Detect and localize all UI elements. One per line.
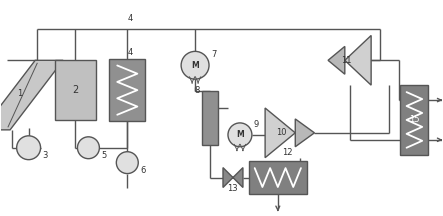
Bar: [54, 60, 97, 120]
Circle shape: [78, 137, 99, 159]
Text: 7: 7: [211, 50, 217, 59]
Bar: [202, 91, 218, 145]
Text: 11: 11: [342, 56, 352, 65]
Circle shape: [181, 51, 209, 79]
Text: 1: 1: [17, 89, 22, 98]
Polygon shape: [328, 46, 345, 74]
Bar: [400, 85, 428, 155]
Polygon shape: [345, 35, 371, 85]
Text: 3: 3: [43, 151, 48, 160]
Text: M: M: [236, 130, 244, 139]
Bar: [249, 161, 307, 194]
Polygon shape: [0, 60, 63, 130]
Polygon shape: [223, 168, 243, 187]
Text: 15: 15: [409, 115, 420, 124]
Polygon shape: [265, 108, 295, 158]
Text: 9: 9: [254, 120, 259, 129]
Text: 2: 2: [72, 85, 78, 95]
Text: 8: 8: [194, 86, 199, 95]
Text: 5: 5: [101, 151, 107, 160]
Bar: [109, 59, 145, 121]
Text: M: M: [191, 61, 199, 70]
Circle shape: [117, 152, 138, 174]
Text: 4: 4: [128, 14, 133, 22]
Circle shape: [17, 136, 41, 160]
Circle shape: [228, 123, 252, 147]
Polygon shape: [295, 119, 315, 147]
Text: 6: 6: [140, 166, 146, 175]
Text: 4: 4: [128, 48, 133, 57]
Text: 12: 12: [283, 148, 293, 157]
Text: 10: 10: [276, 128, 287, 137]
Text: 13: 13: [227, 184, 237, 194]
